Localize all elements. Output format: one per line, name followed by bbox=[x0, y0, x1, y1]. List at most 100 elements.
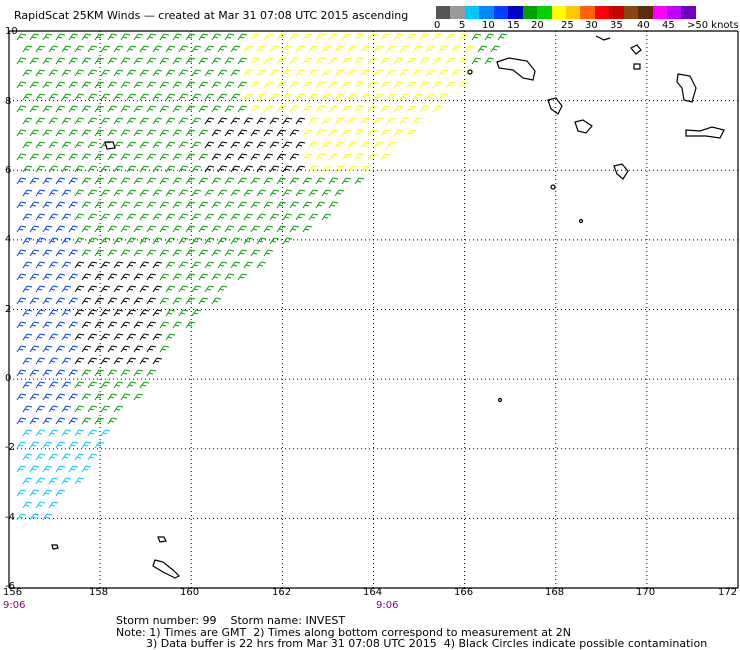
wind-barb bbox=[334, 165, 345, 173]
wind-barb bbox=[269, 117, 280, 125]
wind-barb bbox=[243, 237, 254, 245]
wind-barb bbox=[269, 45, 280, 53]
wind-barb bbox=[22, 261, 33, 269]
wind-barb bbox=[204, 261, 215, 269]
wind-barb bbox=[68, 369, 79, 377]
wind-barb bbox=[198, 81, 209, 89]
wind-barb bbox=[61, 261, 72, 269]
wind-barb bbox=[133, 177, 144, 185]
wind-barb bbox=[386, 93, 397, 101]
wind-barb bbox=[230, 261, 241, 269]
wind-barb bbox=[29, 369, 40, 377]
wind-barb bbox=[100, 165, 111, 173]
wind-barb bbox=[22, 141, 33, 149]
wind-barb bbox=[172, 273, 183, 281]
colorbar-label: 45 bbox=[662, 20, 675, 31]
wind-barb bbox=[302, 129, 313, 137]
wind-barb bbox=[16, 105, 27, 113]
wind-barb bbox=[211, 33, 222, 41]
wind-barb bbox=[198, 129, 209, 137]
wind-barb bbox=[373, 69, 384, 77]
wind-barb bbox=[113, 309, 124, 317]
wind-barb bbox=[477, 45, 488, 53]
wind-barb bbox=[42, 225, 53, 233]
wind-barb bbox=[256, 69, 267, 77]
wind-barb bbox=[139, 357, 150, 365]
wind-barb bbox=[120, 57, 131, 65]
y-tick-label: 6 bbox=[5, 165, 12, 176]
wind-barb bbox=[165, 141, 176, 149]
wind-barb bbox=[185, 129, 196, 137]
wind-barb bbox=[321, 93, 332, 101]
colorbar-swatch bbox=[594, 6, 610, 19]
wind-barb bbox=[68, 297, 79, 305]
wind-barb bbox=[490, 45, 501, 53]
colorbar-label: 20 bbox=[531, 20, 544, 31]
wind-barb bbox=[146, 249, 157, 257]
wind-barb bbox=[282, 141, 293, 149]
wind-barb bbox=[74, 285, 85, 293]
wind-barb bbox=[113, 261, 124, 269]
wind-barb bbox=[230, 165, 241, 173]
wind-barb bbox=[81, 441, 92, 449]
wind-barb bbox=[35, 477, 46, 485]
wind-barb bbox=[152, 357, 163, 365]
wind-barb bbox=[328, 129, 339, 137]
island-outline bbox=[550, 184, 556, 190]
wind-barb bbox=[139, 381, 150, 389]
wind-barb bbox=[172, 201, 183, 209]
wind-barb bbox=[172, 33, 183, 41]
island-outline bbox=[51, 544, 59, 550]
wind-barb bbox=[16, 201, 27, 209]
wind-barb bbox=[282, 117, 293, 125]
wind-barb bbox=[68, 393, 79, 401]
wind-barb bbox=[159, 249, 170, 257]
wind-barb bbox=[224, 105, 235, 113]
wind-barb bbox=[211, 57, 222, 65]
wind-barb bbox=[100, 333, 111, 341]
wind-barb bbox=[35, 285, 46, 293]
wind-barb bbox=[178, 237, 189, 245]
wind-barb bbox=[22, 309, 33, 317]
wind-barb bbox=[16, 489, 27, 497]
wind-barb bbox=[432, 105, 443, 113]
wind-barb bbox=[107, 33, 118, 41]
wind-barb bbox=[250, 57, 261, 65]
wind-barb bbox=[250, 201, 261, 209]
wind-barb bbox=[55, 369, 66, 377]
wind-barb bbox=[55, 33, 66, 41]
wind-barb bbox=[159, 225, 170, 233]
wind-barb bbox=[126, 189, 137, 197]
wind-barb bbox=[126, 213, 137, 221]
wind-barb bbox=[87, 45, 98, 53]
wind-barb bbox=[230, 69, 241, 77]
wind-barb bbox=[22, 189, 33, 197]
wind-barb bbox=[445, 33, 456, 41]
wind-barb bbox=[100, 93, 111, 101]
wind-barb bbox=[152, 261, 163, 269]
wind-barb bbox=[289, 225, 300, 233]
colorbar-swatch bbox=[652, 6, 667, 19]
wind-barb bbox=[178, 45, 189, 53]
wind-barb bbox=[172, 297, 183, 305]
wind-barb bbox=[113, 405, 124, 413]
wind-barb bbox=[269, 213, 280, 221]
wind-barb bbox=[451, 69, 462, 77]
wind-barb bbox=[289, 129, 300, 137]
wind-barb bbox=[29, 33, 40, 41]
wind-barb bbox=[55, 57, 66, 65]
x-tick-label: 162 bbox=[272, 587, 292, 598]
wind-barb bbox=[133, 321, 144, 329]
wind-barb bbox=[393, 129, 404, 137]
wind-barb bbox=[48, 381, 59, 389]
x-tick-label: 170 bbox=[636, 587, 656, 598]
wind-barb bbox=[308, 45, 319, 53]
wind-barb bbox=[204, 93, 215, 101]
wind-barb bbox=[289, 57, 300, 65]
wind-barb bbox=[243, 45, 254, 53]
wind-barb bbox=[61, 141, 72, 149]
wind-barb bbox=[113, 117, 124, 125]
wind-barb bbox=[178, 117, 189, 125]
wind-barb bbox=[263, 33, 274, 41]
wind-barb bbox=[139, 309, 150, 317]
